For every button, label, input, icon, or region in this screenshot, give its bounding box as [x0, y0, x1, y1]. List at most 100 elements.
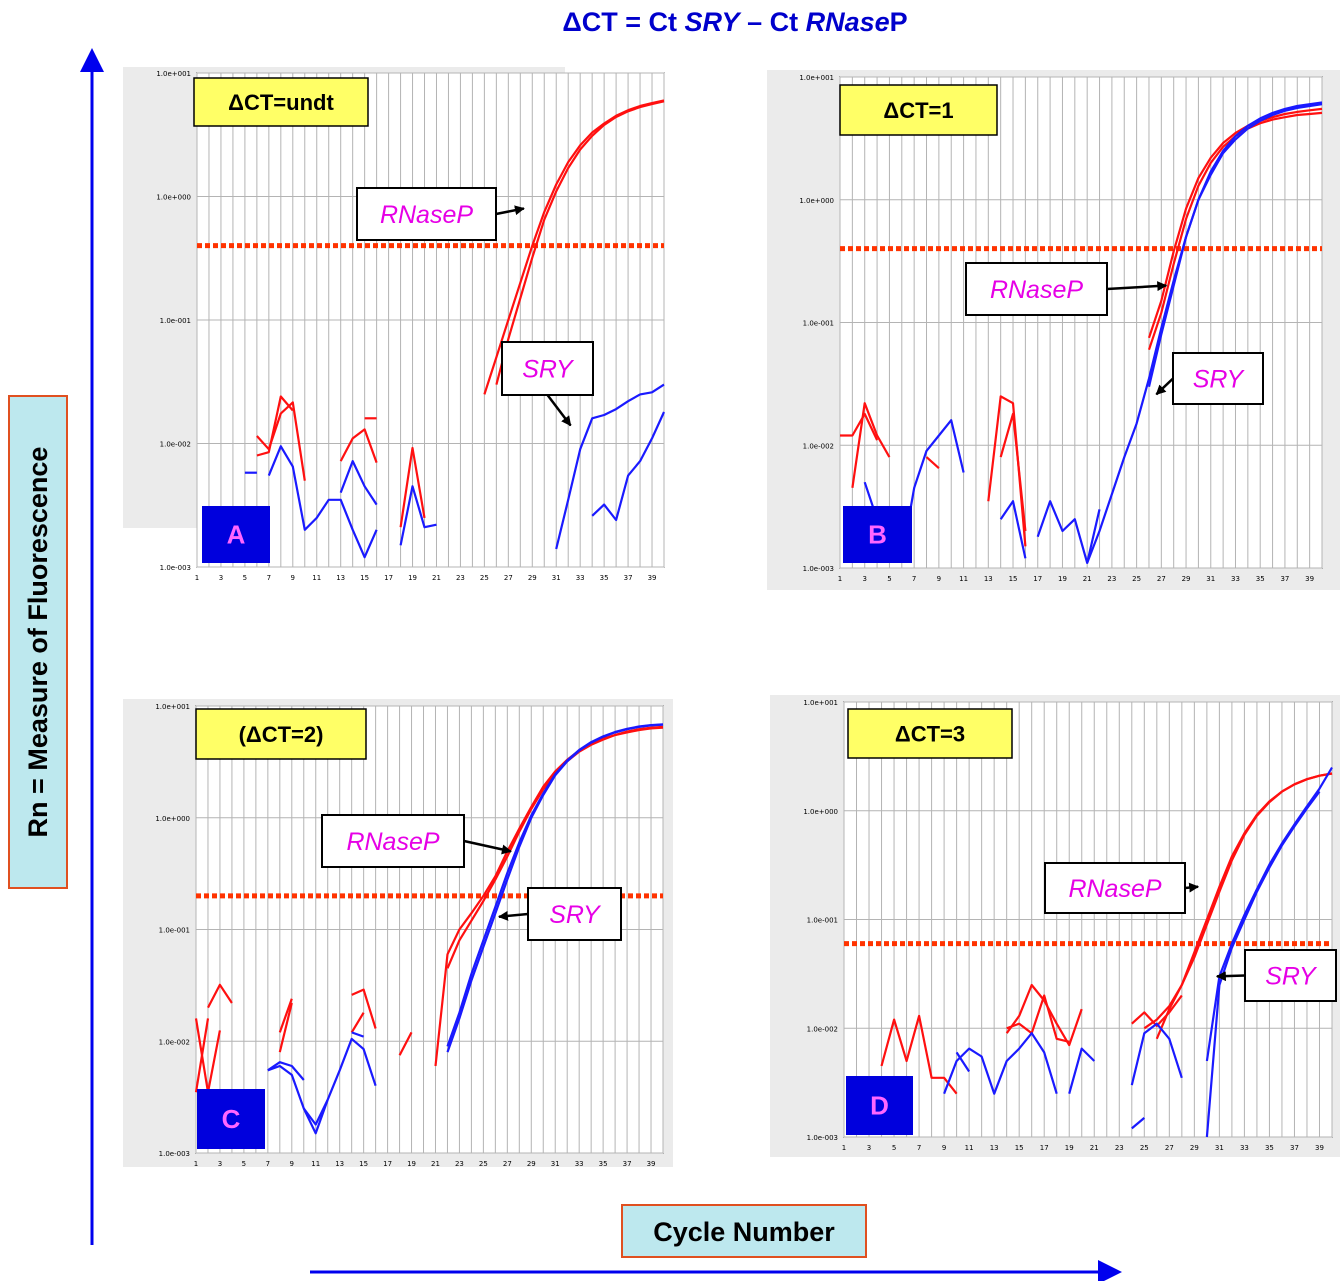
panel-letter: D — [870, 1091, 889, 1121]
x-tick-label: 17 — [1033, 575, 1042, 583]
x-tick-label: 39 — [1315, 1144, 1324, 1152]
x-tick-label: 17 — [1040, 1144, 1049, 1152]
series-line-sry — [900, 419, 965, 559]
series-line-sry — [1131, 1117, 1146, 1130]
x-tick-label: 33 — [1240, 1144, 1249, 1152]
series-line-rnasep — [351, 988, 377, 1029]
x-tick-label: 29 — [528, 574, 537, 582]
series-line-sry — [267, 1061, 305, 1081]
series-line-rnasep — [339, 428, 378, 463]
x-tick-label: 13 — [335, 1160, 344, 1168]
x-tick-label: 5 — [242, 1160, 246, 1168]
series-line-rnasep — [350, 1012, 365, 1033]
x-tick-label: 19 — [408, 574, 417, 582]
annotation-arrow — [495, 205, 525, 216]
y-tick-label: 1.0e-003 — [807, 1134, 838, 1142]
series-line-rnasep — [851, 402, 891, 488]
x-tick-label: 5 — [887, 575, 891, 583]
x-tick-label: 29 — [1182, 575, 1191, 583]
x-axis-label-box: Cycle Number — [621, 1204, 867, 1258]
x-axis-label: Cycle Number — [653, 1217, 835, 1247]
y-tick-label: 1.0e+000 — [799, 197, 834, 205]
x-tick-label: 17 — [384, 574, 393, 582]
x-tick-label: 11 — [312, 574, 321, 582]
x-tick-label: 13 — [984, 575, 993, 583]
y-tick-label: 1.0e-002 — [160, 441, 191, 449]
delta-ct-box — [847, 708, 1013, 759]
x-tick-label: 35 — [599, 1160, 608, 1168]
x-tick-label: 39 — [1305, 575, 1314, 583]
panel-b: 1.0e+001 1.0e+000 1.0e-001 1.0e-002 1.0e-003… — [767, 70, 1340, 590]
figure-title-part: P — [890, 7, 908, 37]
series-line-rnasep — [495, 100, 665, 385]
x-tick-label: 1 — [195, 574, 199, 582]
series-line-rnasep — [207, 983, 233, 1009]
x-tick-label: 1 — [842, 1144, 846, 1152]
series-line-rnasep — [256, 395, 294, 457]
x-tick-label: 7 — [912, 575, 916, 583]
delta-ct-label: ΔCT=3 — [895, 722, 965, 747]
annotation-box — [356, 187, 497, 241]
x-tick-label: 1 — [838, 575, 842, 583]
series-line-sry — [446, 723, 664, 1047]
x-tick-label: 37 — [624, 574, 633, 582]
figure-title-part: – Ct — [740, 7, 806, 37]
x-tick-label: 9 — [291, 574, 295, 582]
series-line-sry — [267, 445, 378, 559]
series-line-sry — [351, 1031, 364, 1038]
y-tick-label: 1.0e-001 — [803, 320, 834, 328]
x-tick-label: 27 — [1157, 575, 1166, 583]
y-tick-label: 1.0e-001 — [160, 317, 191, 325]
panel-letter-box — [843, 506, 912, 563]
x-tick-label: 21 — [1083, 575, 1092, 583]
x-tick-label: 27 — [503, 1160, 512, 1168]
y-tick-label: 1.0e-002 — [803, 442, 834, 450]
y-tick-label: 1.0e+001 — [156, 70, 191, 78]
series-line-sry — [1086, 103, 1323, 564]
x-tick-label: 19 — [1065, 1144, 1074, 1152]
series-line-sry — [302, 1037, 377, 1126]
x-tick-label: 31 — [552, 574, 561, 582]
series-line-sry — [1205, 790, 1321, 1138]
x-tick-label: 21 — [1090, 1144, 1099, 1152]
panel-letter: C — [222, 1104, 241, 1134]
series-line-sry — [943, 1032, 1058, 1095]
series-line-rnasep — [840, 412, 879, 441]
series-line-sry — [955, 1051, 971, 1073]
x-tick-label: 25 — [1140, 1144, 1149, 1152]
annotation-label-sry: SRY — [549, 901, 602, 929]
x-tick-label: 25 — [480, 574, 489, 582]
series-line-rnasep — [399, 446, 426, 528]
x-tick-label: 11 — [965, 1144, 974, 1152]
series-line-rnasep — [398, 1031, 413, 1056]
series-line-sry — [339, 460, 378, 506]
figure-title: ΔCT = Ct SRY – Ct RNaseP — [562, 7, 907, 37]
delta-ct-label: ΔCT=undt — [228, 90, 334, 115]
annotation-label-rnasep: RNaseP — [1068, 875, 1161, 903]
x-tick-label: 23 — [1107, 575, 1116, 583]
series-line-rnasep — [1005, 983, 1083, 1047]
x-tick-label: 17 — [383, 1160, 392, 1168]
x-tick-label: 37 — [623, 1160, 632, 1168]
series-line-rnasep — [1143, 772, 1333, 1030]
annotation-box — [1244, 949, 1337, 1002]
x-tick-label: 13 — [990, 1144, 999, 1152]
x-tick-label: 15 — [360, 574, 369, 582]
annotation-box — [1172, 352, 1264, 405]
y-tick-label: 1.0e-001 — [159, 927, 190, 935]
series-line-rnasep — [256, 401, 306, 481]
annotation-label-sry: SRY — [522, 356, 575, 384]
y-tick-label: 1.0e+001 — [803, 699, 838, 707]
y-tick-label: 1.0e-003 — [159, 1150, 190, 1158]
delta-ct-box — [193, 77, 369, 127]
x-tick-label: 37 — [1280, 575, 1289, 583]
series-line-rnasep — [1147, 107, 1323, 339]
annotation-arrow — [546, 394, 572, 427]
y-tick-label: 1.0e-003 — [160, 564, 191, 572]
x-tick-label: 9 — [942, 1144, 946, 1152]
x-tick-label: 3 — [862, 575, 866, 583]
x-tick-label: 25 — [479, 1160, 488, 1168]
panel-letter-box — [202, 506, 270, 563]
figure-title-part: RNase — [806, 7, 890, 37]
annotation-label-sry: SRY — [1193, 366, 1246, 394]
